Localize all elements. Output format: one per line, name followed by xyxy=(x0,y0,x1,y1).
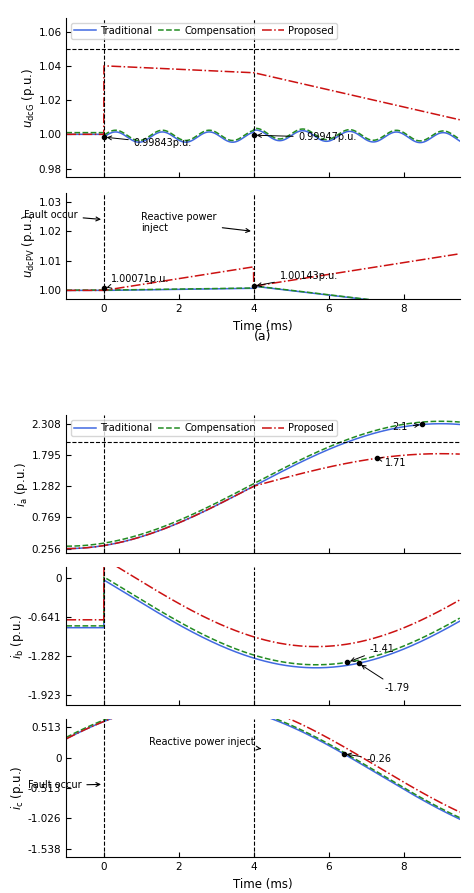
Y-axis label: $u_{\mathrm{dcPV}}$ (p.u.): $u_{\mathrm{dcPV}}$ (p.u.) xyxy=(20,214,37,279)
Text: 0.99947p.u.: 0.99947p.u. xyxy=(257,132,357,142)
Traditional xyxy=(245,484,250,495)
Text: 0.99843p.u.: 0.99843p.u. xyxy=(108,136,192,148)
Traditional xyxy=(83,129,89,139)
X-axis label: Time (ms): Time (ms) xyxy=(233,878,293,890)
Proposed xyxy=(101,61,107,71)
Text: -1.41: -1.41 xyxy=(351,644,395,662)
Text: Fault occur: Fault occur xyxy=(27,780,100,790)
Line: Compensation: Compensation xyxy=(66,129,460,141)
Proposed xyxy=(446,112,451,122)
Traditional xyxy=(374,137,379,147)
Traditional xyxy=(438,418,444,429)
Compensation xyxy=(255,476,261,487)
Text: 1.00143p.u.: 1.00143p.u. xyxy=(257,271,338,287)
Compensation xyxy=(446,127,451,138)
Traditional xyxy=(255,479,261,489)
Text: Reactive power inject: Reactive power inject xyxy=(149,737,260,750)
Traditional xyxy=(253,125,259,136)
Compensation xyxy=(374,135,379,146)
Proposed xyxy=(245,67,250,78)
Proposed xyxy=(64,543,69,554)
Text: -0.26: -0.26 xyxy=(347,753,391,764)
Legend: Traditional, Compensation, Proposed: Traditional, Compensation, Proposed xyxy=(72,23,337,39)
Compensation xyxy=(417,136,423,146)
Proposed xyxy=(245,484,250,495)
Compensation xyxy=(374,425,379,436)
Compensation xyxy=(457,417,463,428)
Text: 1.71: 1.71 xyxy=(378,457,406,468)
Traditional xyxy=(446,129,451,139)
Proposed xyxy=(83,542,89,553)
Compensation xyxy=(255,123,261,134)
Line: Traditional: Traditional xyxy=(66,423,460,548)
Y-axis label: $i_{\mathrm{a}}$ (p.u.): $i_{\mathrm{a}}$ (p.u.) xyxy=(13,462,30,506)
Traditional xyxy=(417,138,423,148)
Compensation xyxy=(446,416,451,427)
Compensation xyxy=(83,540,89,551)
Compensation xyxy=(446,416,451,427)
Text: 1.00071p.u.: 1.00071p.u. xyxy=(108,273,170,288)
Y-axis label: $i_{\mathrm{b}}$ (p.u.): $i_{\mathrm{b}}$ (p.u.) xyxy=(9,613,27,659)
Traditional xyxy=(457,419,463,430)
Compensation xyxy=(245,481,250,492)
Text: 2.1: 2.1 xyxy=(392,422,419,432)
Y-axis label: $u_{\mathrm{dcG}}$ (p.u.): $u_{\mathrm{dcG}}$ (p.u.) xyxy=(20,67,37,128)
Traditional xyxy=(255,125,261,136)
Legend: Traditional, Compensation, Proposed: Traditional, Compensation, Proposed xyxy=(72,420,337,436)
Line: Proposed: Proposed xyxy=(66,66,460,134)
Traditional xyxy=(64,129,69,139)
Compensation xyxy=(446,127,452,138)
Compensation xyxy=(253,123,259,134)
Text: -1.08: -1.08 xyxy=(0,892,1,893)
Traditional xyxy=(446,419,451,430)
Text: Fault occur: Fault occur xyxy=(24,210,100,221)
Traditional xyxy=(83,542,89,553)
Traditional xyxy=(245,129,250,140)
Proposed xyxy=(446,112,451,122)
Text: (a): (a) xyxy=(255,330,272,343)
Compensation xyxy=(64,541,69,552)
Proposed xyxy=(446,448,451,459)
Line: Compensation: Compensation xyxy=(66,421,460,547)
Y-axis label: $i_{\mathrm{c}}$ (p.u.): $i_{\mathrm{c}}$ (p.u.) xyxy=(9,766,27,811)
Compensation xyxy=(438,416,444,427)
Compensation xyxy=(457,134,463,145)
Compensation xyxy=(245,128,250,138)
Proposed xyxy=(457,114,463,125)
Text: -1.79: -1.79 xyxy=(362,665,410,693)
X-axis label: Time (ms): Time (ms) xyxy=(233,320,293,333)
Traditional xyxy=(64,543,69,554)
Compensation xyxy=(64,128,69,138)
Proposed xyxy=(446,448,451,459)
Proposed xyxy=(374,453,379,463)
Proposed xyxy=(255,68,261,79)
Proposed xyxy=(457,448,463,459)
Proposed xyxy=(255,480,261,490)
Proposed xyxy=(374,96,379,106)
Proposed xyxy=(64,129,69,139)
Proposed xyxy=(438,448,444,459)
Traditional xyxy=(446,129,452,139)
Compensation xyxy=(83,128,89,138)
Traditional xyxy=(457,136,463,146)
Traditional xyxy=(446,419,451,430)
Text: Reactive power
inject: Reactive power inject xyxy=(141,212,250,233)
Traditional xyxy=(374,428,379,438)
Line: Proposed: Proposed xyxy=(66,454,460,548)
Line: Traditional: Traditional xyxy=(66,130,460,143)
Proposed xyxy=(83,129,89,139)
